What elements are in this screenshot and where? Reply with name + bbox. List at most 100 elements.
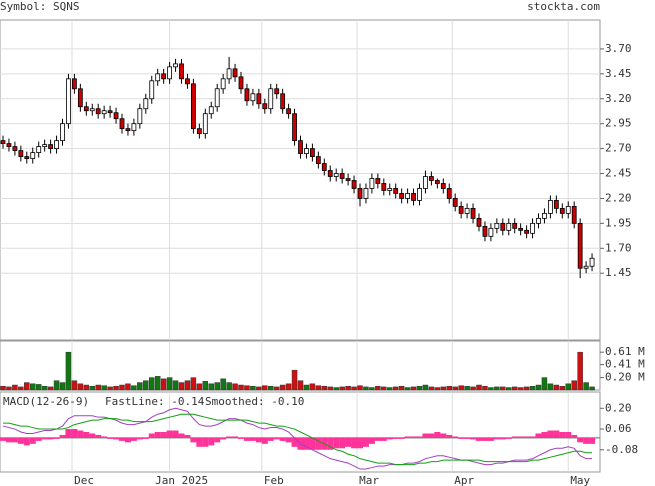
volume-bar <box>149 377 155 391</box>
volume-bar <box>47 386 54 391</box>
histogram-bar <box>0 437 6 441</box>
y-tick-label: 3.70 <box>605 42 632 55</box>
histogram-bar <box>220 437 227 440</box>
candle-body <box>393 188 399 194</box>
y-tick-label: 2.70 <box>605 142 632 155</box>
volume-bar <box>220 378 226 391</box>
volume-bar <box>101 385 107 391</box>
volume-bar <box>184 380 191 391</box>
candle-body <box>226 68 232 80</box>
volume-bar <box>196 383 203 391</box>
candle-body <box>202 113 208 135</box>
y-tick-label: 1.70 <box>605 241 632 254</box>
histogram-bar <box>553 430 560 438</box>
macd-title: MACD(12-26-9) <box>3 395 89 408</box>
candle-body <box>565 206 571 214</box>
candle-body <box>548 200 553 214</box>
volume-bar <box>452 386 458 391</box>
volume-bar <box>6 386 12 391</box>
volume-bar <box>375 386 381 391</box>
candle-body <box>345 178 351 181</box>
volume-bar <box>279 384 286 391</box>
volume-bar <box>24 382 30 391</box>
histogram-bar <box>458 437 465 439</box>
volume-bar <box>500 386 506 391</box>
histogram-bar <box>583 437 590 444</box>
histogram-bar <box>481 437 488 441</box>
candle-body <box>411 193 416 201</box>
candle-body <box>232 68 238 78</box>
candle-body <box>107 110 113 114</box>
histogram-bar <box>547 430 554 438</box>
y-tick-label: 3.45 <box>605 67 632 80</box>
histogram-bar <box>315 437 322 450</box>
panel <box>0 19 601 341</box>
candle-body <box>274 88 280 95</box>
volume-bar <box>571 380 577 391</box>
histogram-bar <box>571 434 578 438</box>
candle-body <box>530 222 535 234</box>
histogram-bar <box>505 437 512 439</box>
volume-bar <box>577 351 583 391</box>
volume-bar <box>190 377 197 391</box>
histogram-bar <box>119 437 125 441</box>
candle-body <box>512 222 518 229</box>
histogram-bar <box>374 437 381 441</box>
volume-bar <box>529 386 536 391</box>
histogram-bar <box>255 437 262 443</box>
histogram-bar <box>232 436 239 438</box>
histogram-bar <box>124 437 131 443</box>
histogram-bar <box>362 437 369 447</box>
volume-bar <box>154 376 161 391</box>
histogram-bar <box>303 437 310 450</box>
histogram-bar <box>238 437 244 439</box>
volume-bar <box>345 386 351 391</box>
candle-body <box>72 78 77 90</box>
histogram-bar <box>535 433 542 438</box>
site-label: stockta.com <box>527 0 600 13</box>
volume-bar <box>410 386 417 391</box>
volume-bar <box>89 386 95 391</box>
volume-bar <box>494 386 500 391</box>
candle-body <box>589 257 595 267</box>
volume-bar <box>541 377 548 391</box>
volume-bar <box>291 369 298 391</box>
candle-body <box>30 152 36 159</box>
histogram-bar <box>154 432 161 438</box>
volume-bar <box>333 387 339 391</box>
candle-body <box>173 63 178 68</box>
histogram-bar <box>428 433 435 438</box>
candle-body <box>440 183 446 189</box>
volume-bar <box>357 385 363 391</box>
candle-body <box>500 222 506 231</box>
histogram-bar <box>142 437 149 439</box>
candle-body <box>387 188 393 191</box>
candle-body <box>262 103 268 110</box>
histogram-bar <box>404 436 411 438</box>
candle-body <box>36 146 42 153</box>
y-tick-label: 0.41 M <box>605 358 645 371</box>
y-tick-label: 0.20 M <box>605 371 645 384</box>
volume-bar <box>351 386 357 391</box>
volume-bar <box>160 378 167 391</box>
histogram-bar <box>107 437 114 439</box>
candle-body <box>167 66 173 80</box>
histogram-bar <box>41 437 48 440</box>
volume-bar <box>404 387 411 391</box>
volume-bar <box>250 386 256 391</box>
volume-bar <box>202 381 209 391</box>
candle-body <box>214 88 220 108</box>
volume-bar <box>422 384 429 391</box>
volume-bar <box>470 386 476 391</box>
volume-bar <box>166 377 173 391</box>
volume-bar <box>143 380 149 391</box>
x-tick-label: Jan 2025 <box>155 474 208 486</box>
candle-body <box>101 110 107 115</box>
volume-bar <box>369 387 375 391</box>
candle-body <box>304 148 309 154</box>
candle-body <box>286 108 292 115</box>
histogram-bar <box>249 437 256 441</box>
candle-body <box>452 198 458 207</box>
histogram-bar <box>339 437 346 449</box>
